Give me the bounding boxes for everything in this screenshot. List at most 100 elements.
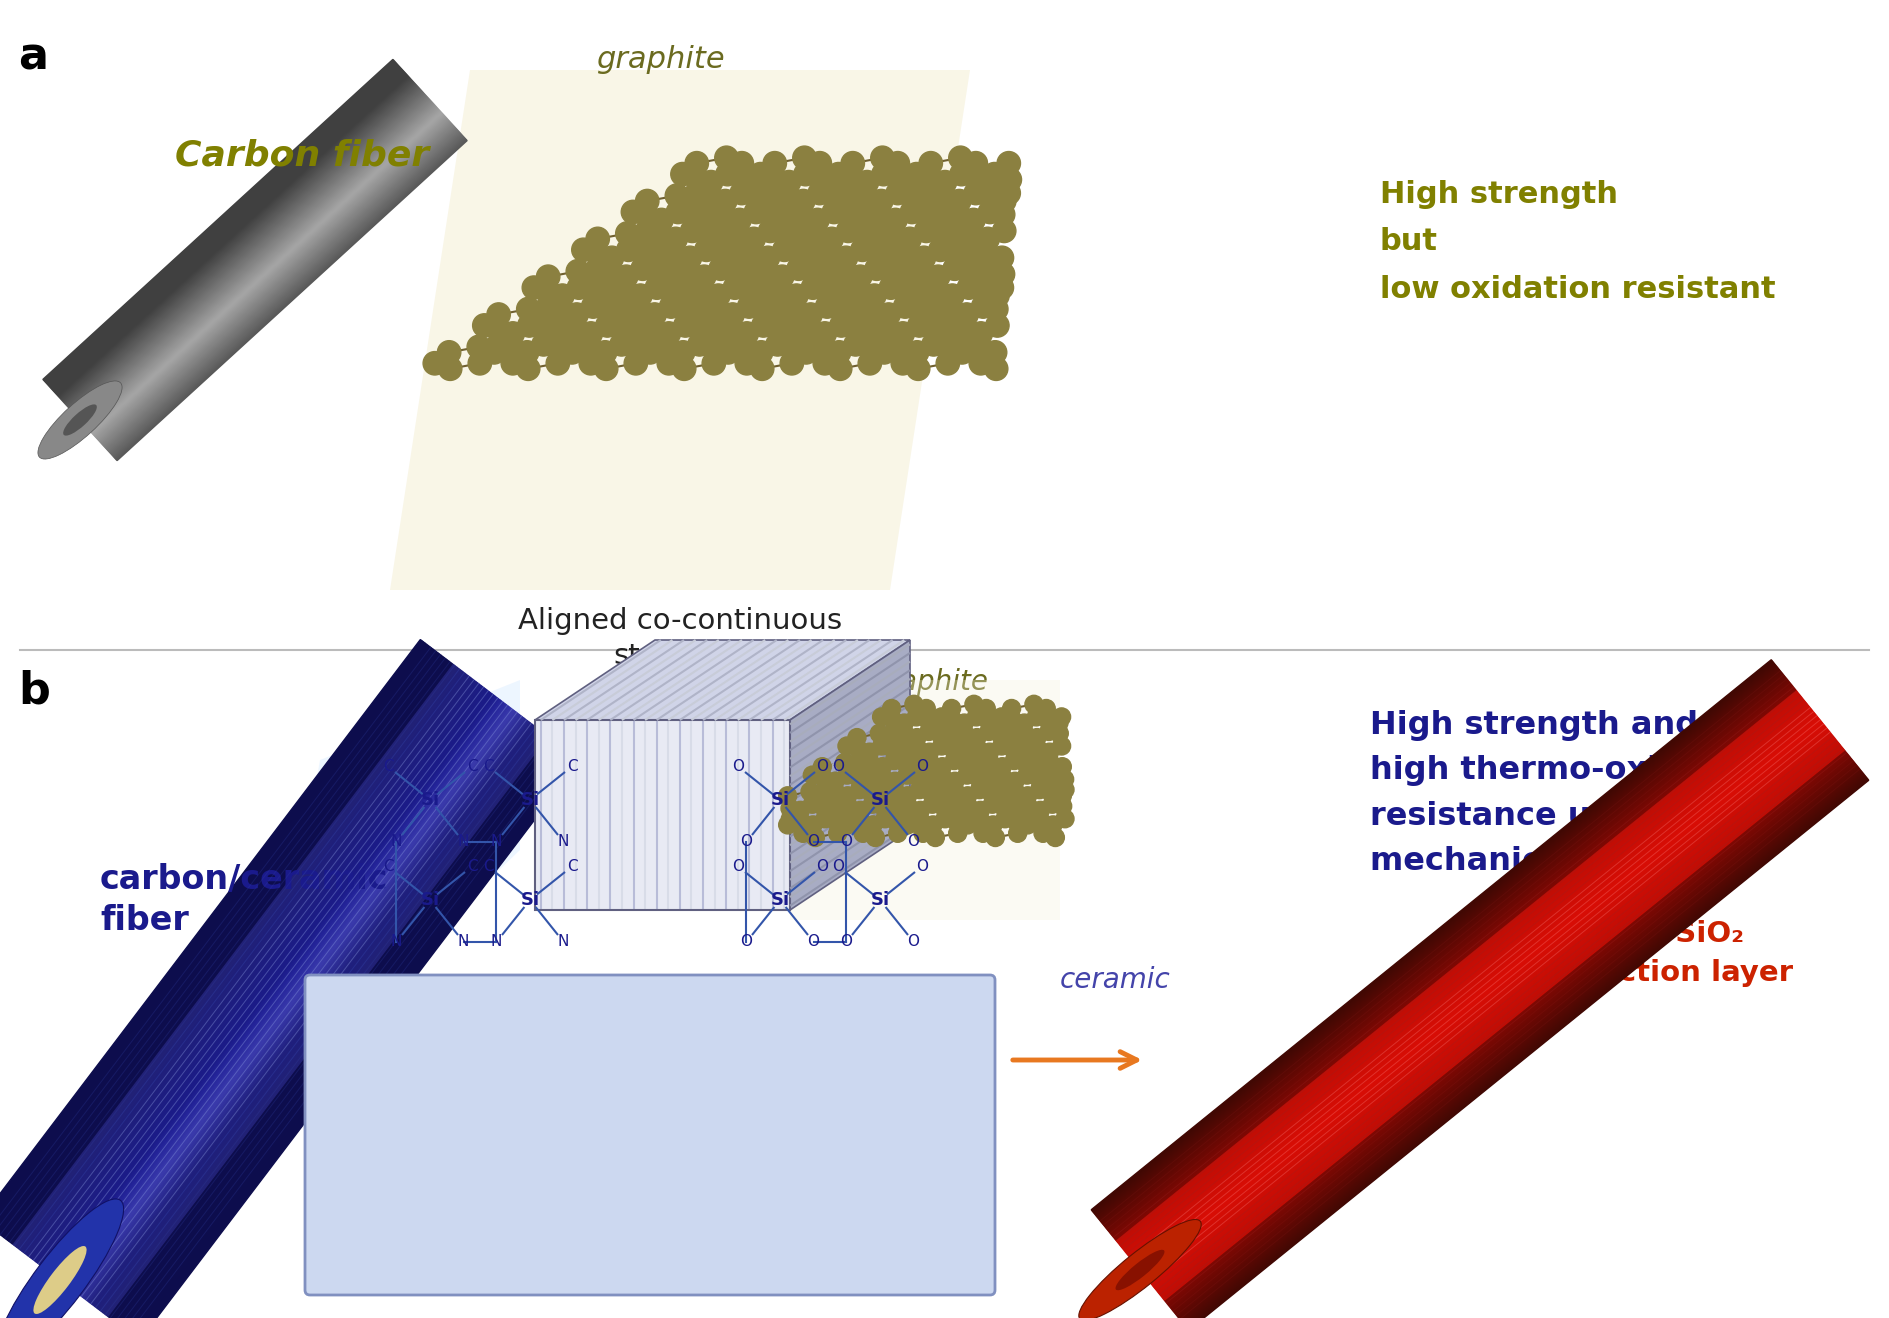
Polygon shape (45, 62, 395, 382)
Circle shape (854, 824, 873, 842)
Polygon shape (11, 664, 453, 1246)
Polygon shape (1183, 772, 1863, 1318)
Circle shape (929, 725, 948, 742)
Polygon shape (45, 689, 487, 1271)
Circle shape (933, 200, 956, 224)
Circle shape (816, 809, 835, 828)
Polygon shape (1167, 754, 1847, 1305)
Circle shape (693, 282, 718, 304)
Circle shape (956, 260, 980, 283)
Circle shape (714, 190, 737, 212)
Circle shape (920, 722, 939, 741)
Polygon shape (64, 83, 416, 403)
Circle shape (914, 824, 931, 842)
Polygon shape (96, 119, 448, 439)
Circle shape (967, 758, 986, 776)
Circle shape (580, 352, 603, 376)
Circle shape (1031, 751, 1048, 770)
Circle shape (688, 303, 712, 327)
Polygon shape (43, 688, 485, 1269)
Polygon shape (0, 639, 421, 1220)
Circle shape (943, 241, 965, 264)
Circle shape (582, 265, 604, 289)
Circle shape (899, 787, 916, 805)
Circle shape (841, 809, 859, 828)
Circle shape (858, 352, 882, 376)
Ellipse shape (0, 1199, 123, 1318)
Circle shape (933, 758, 952, 776)
Text: Si: Si (421, 891, 440, 909)
Circle shape (850, 239, 875, 261)
Circle shape (1041, 772, 1058, 791)
Circle shape (912, 275, 935, 299)
Polygon shape (1120, 696, 1802, 1247)
Polygon shape (34, 680, 476, 1261)
Circle shape (586, 227, 610, 250)
Text: High strength and
high thermo-oxidative
resistance under
mechanical load: High strength and high thermo-oxidative … (1370, 710, 1772, 878)
Polygon shape (62, 702, 504, 1284)
Circle shape (863, 755, 880, 774)
Text: N: N (557, 834, 569, 850)
Circle shape (778, 187, 801, 211)
Polygon shape (1096, 666, 1778, 1217)
Circle shape (646, 246, 669, 269)
Polygon shape (110, 133, 461, 453)
Polygon shape (28, 676, 470, 1257)
Circle shape (992, 708, 1011, 726)
Circle shape (601, 275, 623, 299)
Polygon shape (1160, 745, 1840, 1296)
Polygon shape (1118, 693, 1800, 1244)
Circle shape (1041, 722, 1058, 741)
Circle shape (546, 352, 569, 376)
Circle shape (963, 182, 988, 204)
Circle shape (941, 314, 963, 337)
Circle shape (858, 322, 882, 345)
Polygon shape (1143, 724, 1825, 1275)
Circle shape (814, 278, 837, 302)
Polygon shape (47, 63, 397, 385)
Circle shape (657, 339, 682, 361)
Circle shape (678, 275, 701, 299)
Polygon shape (45, 62, 397, 384)
Circle shape (914, 219, 939, 243)
Polygon shape (134, 755, 574, 1318)
Polygon shape (1177, 766, 1859, 1317)
Circle shape (1033, 824, 1052, 842)
Circle shape (1056, 770, 1073, 788)
Polygon shape (1184, 775, 1866, 1318)
Text: O: O (916, 859, 927, 874)
Circle shape (759, 190, 782, 212)
Circle shape (893, 265, 916, 289)
Circle shape (996, 780, 1014, 799)
Polygon shape (535, 641, 910, 720)
Circle shape (1005, 712, 1024, 730)
Circle shape (1037, 710, 1056, 728)
Polygon shape (53, 70, 402, 390)
Polygon shape (113, 137, 465, 457)
Circle shape (835, 275, 858, 299)
Circle shape (773, 239, 795, 261)
Polygon shape (1116, 691, 1798, 1243)
Circle shape (829, 795, 846, 813)
Polygon shape (100, 121, 450, 443)
Circle shape (984, 795, 1001, 813)
Polygon shape (53, 695, 493, 1275)
Polygon shape (1156, 741, 1838, 1292)
Circle shape (861, 743, 878, 762)
Circle shape (727, 208, 752, 232)
Circle shape (722, 303, 744, 327)
Polygon shape (79, 100, 431, 420)
Circle shape (884, 224, 909, 248)
Circle shape (837, 219, 859, 243)
Polygon shape (87, 107, 438, 428)
Circle shape (963, 224, 986, 248)
Circle shape (516, 340, 538, 364)
Polygon shape (1150, 731, 1830, 1284)
Circle shape (971, 751, 988, 770)
Circle shape (771, 282, 795, 304)
Circle shape (665, 227, 688, 250)
Circle shape (501, 322, 525, 345)
Circle shape (899, 185, 922, 207)
Circle shape (992, 737, 1011, 755)
Polygon shape (102, 731, 542, 1313)
